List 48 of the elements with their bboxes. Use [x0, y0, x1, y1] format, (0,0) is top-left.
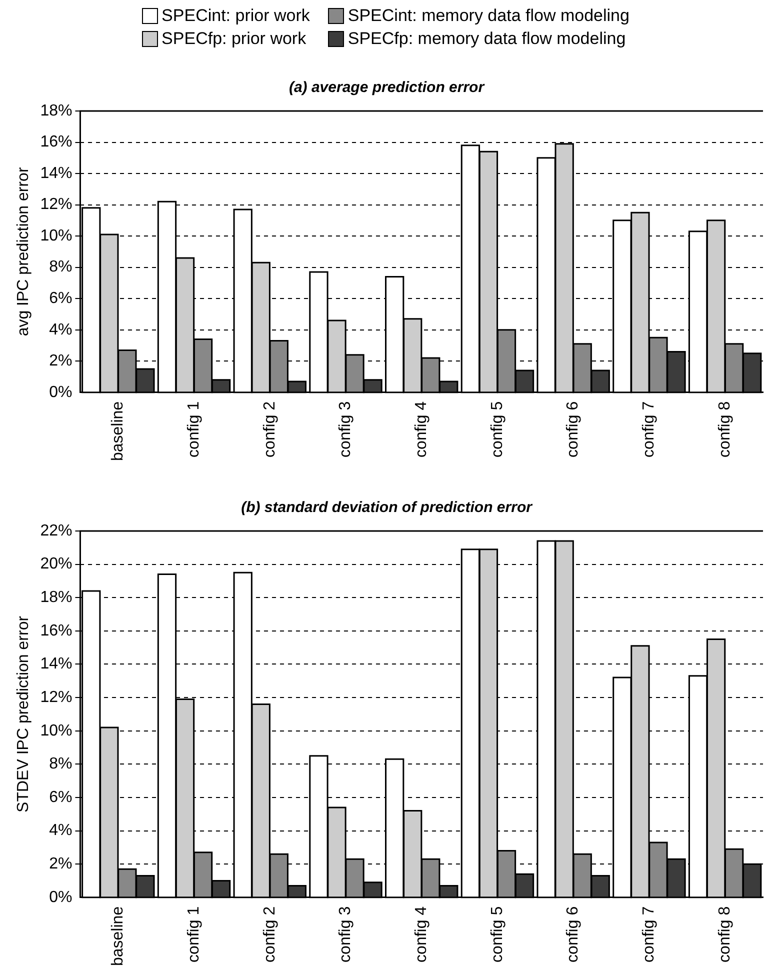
legend-label: SPECfp: prior work: [162, 29, 306, 49]
x-tick-label: config 7: [640, 401, 658, 458]
x-tick-label: config 4: [413, 401, 430, 458]
y-tick-label: 6%: [49, 788, 72, 806]
legend-label: SPECint: prior work: [162, 6, 310, 26]
x-tick-label: config 6: [564, 401, 582, 458]
y-tick-label: 14%: [40, 164, 72, 182]
y-axis-title: avg IPC prediction error: [15, 166, 32, 336]
y-tick-label: 2%: [49, 855, 72, 872]
chart-title: (b) standard deviation of prediction error: [241, 499, 534, 516]
y-tick-label: 16%: [40, 622, 72, 640]
y-axis-title: STDEV IPC prediction error: [15, 615, 32, 812]
x-tick-label: config 8: [716, 906, 734, 962]
y-tick-label: 18%: [40, 589, 72, 606]
x-tick-label: config 2: [261, 906, 278, 962]
x-tick-label: config 5: [488, 401, 506, 458]
y-tick-label: 2%: [49, 352, 72, 370]
y-tick-label: 10%: [40, 722, 72, 740]
x-tick-label: config 5: [488, 906, 506, 962]
x-tick-label: config 4: [413, 906, 430, 962]
y-tick-label: 8%: [49, 258, 72, 276]
chart-title: (a) average prediction error: [288, 79, 486, 96]
x-tick-label: config 6: [564, 906, 582, 962]
legend-label: SPECint: memory data flow modeling: [348, 6, 630, 26]
y-tick-label: 16%: [40, 134, 72, 151]
y-tick-label: 12%: [40, 196, 72, 214]
y-tick-label: 0%: [49, 384, 72, 401]
x-tick-label: config 2: [261, 401, 278, 458]
y-tick-label: 4%: [49, 321, 72, 338]
y-tick-label: 22%: [40, 522, 72, 540]
x-tick-label: config 3: [337, 401, 354, 458]
x-tick-label: config 1: [185, 401, 202, 458]
x-tick-label: config 7: [640, 906, 658, 962]
x-tick-label: baseline: [110, 401, 127, 462]
x-tick-label: config 3: [337, 906, 354, 962]
y-tick-label: 10%: [40, 227, 72, 244]
x-tick-label: baseline: [110, 906, 127, 966]
legend-label: SPECfp: memory data flow modeling: [348, 29, 626, 49]
y-tick-label: 14%: [40, 656, 72, 673]
x-tick-label: config 1: [185, 906, 202, 962]
y-tick-label: 12%: [40, 688, 72, 706]
y-tick-label: 20%: [40, 556, 72, 573]
x-tick-label: config 8: [716, 401, 734, 458]
y-tick-label: 0%: [49, 888, 72, 906]
y-tick-label: 4%: [49, 822, 72, 840]
y-tick-label: 8%: [49, 756, 72, 773]
y-tick-label: 18%: [40, 102, 72, 120]
y-tick-label: 6%: [49, 290, 72, 308]
